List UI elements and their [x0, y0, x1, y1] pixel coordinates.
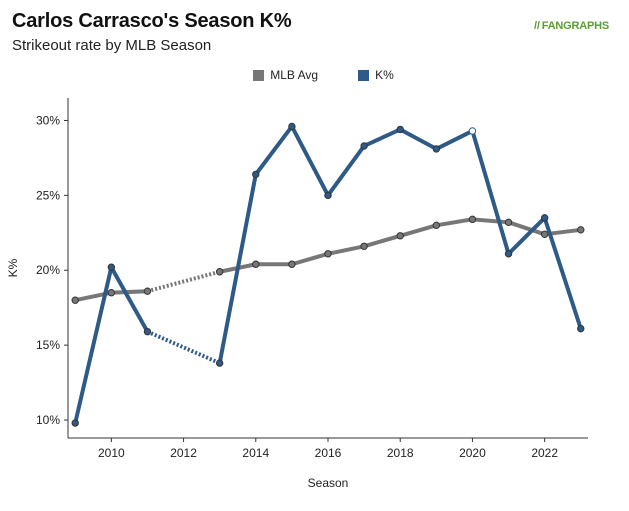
series-line-k-pct — [253, 124, 294, 177]
x-tick-label: 2018 — [387, 446, 414, 460]
data-point-mlb-avg[interactable] — [360, 242, 368, 250]
series-line-k-pct — [289, 124, 330, 198]
brand-fan: FAN — [541, 20, 564, 32]
y-tick-label: 15% — [36, 338, 60, 352]
series-line-k-pct — [326, 143, 367, 198]
x-tick-label: 2016 — [315, 446, 342, 460]
series-line-k-pct — [362, 127, 403, 148]
legend-label-k-pct: K% — [375, 68, 394, 82]
series-mlb-avg — [71, 215, 585, 304]
data-point-mlb-avg[interactable] — [107, 289, 116, 297]
series-line-gap-mlb-avg — [146, 269, 221, 294]
data-point-mlb-avg[interactable] — [143, 287, 152, 295]
chart-subtitle: Strikeout rate by MLB Season — [12, 37, 212, 54]
data-point-k-pct[interactable] — [468, 127, 477, 135]
data-point-k-pct[interactable] — [360, 142, 368, 150]
series-line-mlb-avg — [434, 217, 475, 228]
chart-axes: 2010 2012 2014 2016 2018 2020 2022 10% 15% 20% 25%… — [36, 98, 588, 460]
x-tick-label: 2010 — [98, 446, 125, 460]
data-point-k-pct[interactable] — [504, 250, 513, 258]
data-point-k-pct[interactable] — [288, 122, 296, 131]
fangraphs-logo: //FANGRAPHS — [534, 20, 609, 32]
data-point-mlb-avg[interactable] — [396, 232, 404, 240]
x-tick-label: 2022 — [531, 446, 558, 460]
series-line-mlb-avg — [398, 223, 439, 238]
series-line-k-pct — [542, 215, 583, 331]
chart-series — [71, 122, 585, 427]
data-point-k-pct[interactable] — [71, 419, 79, 427]
series-line-mlb-avg — [506, 220, 547, 237]
x-tick-label: 2020 — [459, 446, 486, 460]
brand-graphs: GRAPHS — [563, 20, 609, 32]
x-tick-label: 2012 — [170, 446, 197, 460]
series-line-k-pct — [217, 172, 258, 366]
x-axis-title: Season — [308, 476, 349, 490]
series-line-k-pct — [470, 128, 511, 256]
y-tick-label: 20% — [36, 263, 60, 277]
data-point-k-pct[interactable] — [577, 324, 585, 333]
data-point-k-pct[interactable] — [540, 214, 549, 222]
data-point-mlb-avg[interactable] — [288, 260, 296, 268]
chart-title: Carlos Carrasco's Season K% — [12, 10, 292, 32]
series-line-mlb-avg — [109, 289, 150, 295]
series-line-mlb-avg — [470, 217, 511, 225]
x-tick-label: 2014 — [242, 446, 269, 460]
data-point-mlb-avg[interactable] — [577, 226, 585, 234]
legend-item-mlb-avg[interactable]: MLB Avg — [235, 68, 318, 82]
data-point-mlb-avg[interactable] — [540, 230, 549, 238]
legend: MLB Avg K% — [0, 68, 629, 82]
y-tick-label: 10% — [36, 413, 60, 427]
y-axis-title: K% — [6, 258, 20, 277]
data-point-mlb-avg[interactable] — [215, 268, 224, 276]
data-point-k-pct[interactable] — [143, 327, 152, 336]
data-point-k-pct[interactable] — [432, 145, 441, 153]
legend-swatch-k-pct — [358, 69, 370, 81]
data-point-mlb-avg[interactable] — [324, 250, 332, 258]
data-point-mlb-avg[interactable] — [504, 218, 513, 227]
fangraphs-mark-icon: // — [534, 20, 540, 32]
legend-swatch-mlb-avg — [253, 69, 265, 81]
series-line-gap-k-pct — [146, 329, 221, 365]
data-point-k-pct[interactable] — [396, 125, 404, 134]
data-point-mlb-avg[interactable] — [468, 215, 477, 224]
y-tick-label: 30% — [36, 113, 60, 127]
data-point-k-pct[interactable] — [252, 170, 260, 179]
series-line-mlb-avg — [289, 251, 330, 267]
series-line-mlb-avg — [362, 233, 403, 249]
series-line-k-pct — [109, 265, 150, 334]
legend-item-k-pct[interactable]: K% — [340, 68, 394, 82]
series-line-k-pct — [73, 265, 114, 426]
series-line-k-pct — [434, 128, 475, 151]
data-point-k-pct[interactable] — [324, 191, 332, 200]
series-k-pct — [71, 122, 585, 427]
data-point-k-pct[interactable] — [215, 359, 224, 367]
legend-label-mlb-avg: MLB Avg — [270, 68, 319, 82]
data-point-mlb-avg[interactable] — [252, 260, 260, 268]
data-point-mlb-avg[interactable] — [71, 296, 79, 304]
y-tick-label: 25% — [36, 188, 60, 202]
data-point-k-pct[interactable] — [107, 263, 116, 271]
data-point-mlb-avg[interactable] — [432, 221, 441, 230]
series-line-k-pct — [398, 127, 439, 151]
series-line-mlb-avg — [326, 244, 367, 256]
series-line-k-pct — [506, 215, 547, 256]
